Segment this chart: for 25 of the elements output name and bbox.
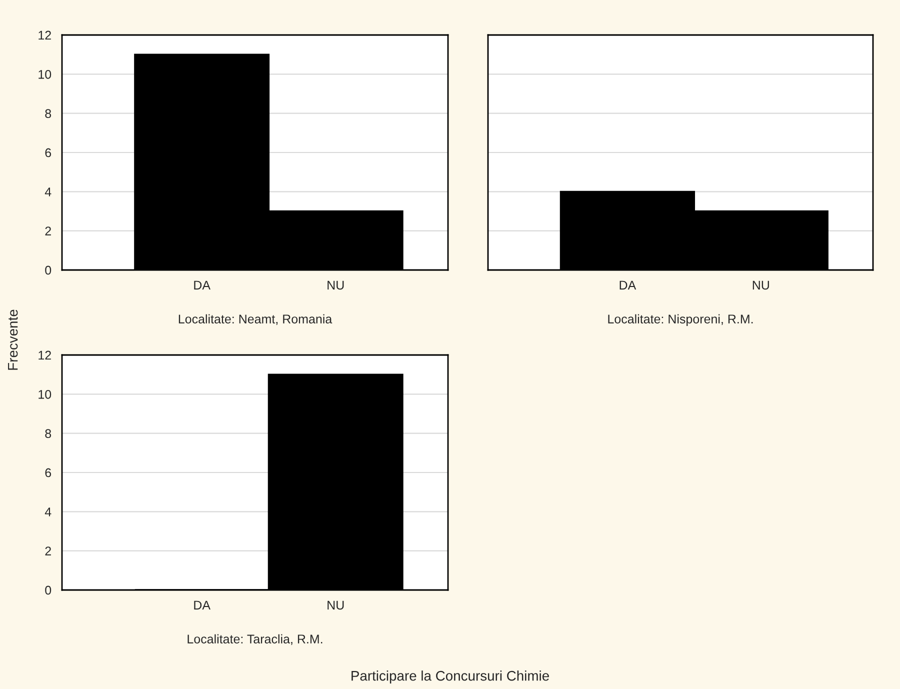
y-tick-label: 12 <box>38 350 51 360</box>
y-tick-label: 0 <box>45 586 52 595</box>
x-tick-label: DA <box>620 280 636 290</box>
x-axis-title: Localitate: Neamt, Romania <box>178 314 332 325</box>
y-tick-label: 8 <box>45 109 52 118</box>
y-tick-label: 12 <box>38 30 51 40</box>
x-axis-title: Localitate: Taraclia, R.M. <box>188 634 322 645</box>
x-tick-label: DA <box>194 280 210 290</box>
x-tick-label: NU <box>328 600 344 610</box>
y-tick-label: 4 <box>44 508 52 516</box>
x-tick-label: NU <box>328 280 344 290</box>
y-tick-label: 8 <box>45 429 52 438</box>
y-tick-label: 6 <box>45 468 52 478</box>
text: Participare la Concursuri Chimie <box>352 670 549 684</box>
y-tick-label: 2 <box>45 226 51 236</box>
y-axis-title: Frecvente <box>8 310 18 370</box>
x-axis-title: Localitate: Nisporeni, R.M. <box>608 314 753 326</box>
y-tick-label: 0 <box>45 266 52 275</box>
y-tick-label: 4 <box>44 188 52 196</box>
y-tick-label: 10 <box>38 70 52 79</box>
y-tick-label: 6 <box>45 148 52 158</box>
x-tick-label: NU <box>752 280 769 290</box>
x-tick-label: DA <box>194 600 210 610</box>
y-tick-label: 10 <box>38 390 52 399</box>
y-tick-label: 2 <box>45 546 51 556</box>
